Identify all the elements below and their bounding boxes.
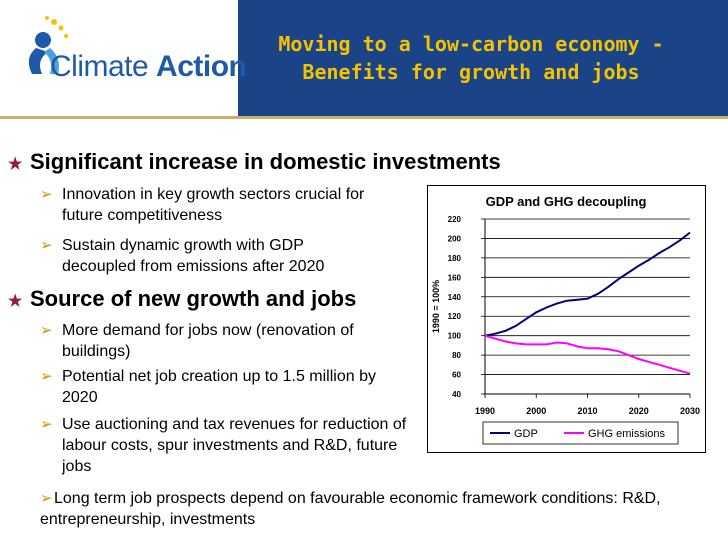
y-tick-label-100: 100 [448, 332, 462, 341]
sub2-text-0: More demand for jobs now (renovation of … [62, 322, 354, 360]
sub-bullet-demand: ➢ More demand for jobs now (renovation of… [40, 320, 420, 362]
sub1-text-1: Sustain dynamic growth with GDP decouple… [62, 237, 325, 275]
y-tick-label-140: 140 [448, 293, 462, 302]
sub2-text-2: Use auctioning and tax revenues for redu… [62, 416, 407, 475]
y-axis-label: 1990 = 100% [431, 280, 441, 333]
arrow-bullet-icon: ➢ [40, 322, 53, 339]
arrow-bullet-icon: ➢ [40, 490, 53, 507]
gdp-ghg-chart: GDP and GHG decoupling 40 60 80 100 120 140 160… [427, 185, 706, 453]
sub2-text-1: Potential net job creation up to 1.5 mil… [62, 368, 376, 406]
y-tick-label-200: 200 [448, 234, 462, 243]
climate-action-logo: Climate Action [0, 0, 247, 116]
y-tick-label-40: 40 [452, 390, 461, 399]
slide-title: Moving to a low-carbon economy - Benefit… [236, 30, 706, 86]
arrow-bullet-icon: ➢ [40, 416, 53, 433]
logo-bold: Action [156, 50, 247, 83]
logo-prefix: Climate [50, 50, 157, 83]
sub-bullet-innovation: ➢ Innovation in key growth sectors crucia… [40, 184, 420, 226]
chart-svg: GDP and GHG decoupling 40 60 80 100 120 140 160… [431, 194, 700, 445]
title-line2: Benefits for growth and jobs [302, 60, 640, 84]
series-line-gdp [484, 231, 691, 337]
legend-label-gdp: GDP [514, 428, 538, 440]
y-tick-label-60: 60 [452, 371, 461, 380]
footer-text: Long term job prospects depend on favour… [40, 490, 661, 528]
header: Climate Action Moving to a low-carbon ec… [0, 0, 728, 119]
y-tick-label-160: 160 [448, 273, 462, 282]
heading2-text: Source of new growth and jobs [30, 286, 357, 311]
x-tick-label-2020: 2020 [629, 406, 649, 416]
logo-text: Climate Action [50, 50, 247, 84]
heading-jobs: ★ Source of new growth and jobs [8, 286, 356, 312]
x-tick-label-2010: 2010 [577, 406, 597, 416]
arrow-bullet-icon: ➢ [40, 186, 53, 203]
legend-label-ghg-emissions: GHG emissions [588, 428, 666, 440]
sub1-text-0: Innovation in key growth sectors crucial… [62, 186, 365, 224]
chart-title: GDP and GHG decoupling [486, 194, 647, 209]
heading1-text: Significant increase in domestic investm… [30, 149, 501, 174]
y-tick-label-220: 220 [448, 215, 462, 224]
series-line-ghg-emissions [484, 334, 691, 375]
arrow-bullet-icon: ➢ [40, 368, 53, 385]
title-line1: Moving to a low-carbon economy - [278, 32, 664, 56]
x-tick-label-2030: 2030 [680, 406, 700, 416]
star-bullet-icon: ★ [8, 293, 23, 310]
y-tick-label-180: 180 [448, 254, 462, 263]
sub-bullet-growth: ➢ Sustain dynamic growth with GDP decoupl… [40, 235, 420, 277]
arrow-bullet-icon: ➢ [40, 237, 53, 254]
heading-investments: ★ Significant increase in domestic invest… [8, 149, 501, 175]
climate-figure-icon [28, 16, 68, 74]
x-tick-label-2000: 2000 [526, 406, 546, 416]
y-tick-label-80: 80 [452, 351, 461, 360]
header-divider [0, 116, 728, 119]
x-tick-label-1990: 1990 [475, 406, 495, 416]
sub-bullet-creation: ➢ Potential net job creation up to 1.5 mi… [40, 366, 420, 408]
y-tick-label-120: 120 [448, 312, 462, 321]
sub-bullet-auctioning: ➢ Use auctioning and tax revenues for red… [40, 414, 420, 477]
footer-note: ➢Long term job prospects depend on favou… [40, 488, 720, 530]
star-bullet-icon: ★ [8, 156, 23, 173]
